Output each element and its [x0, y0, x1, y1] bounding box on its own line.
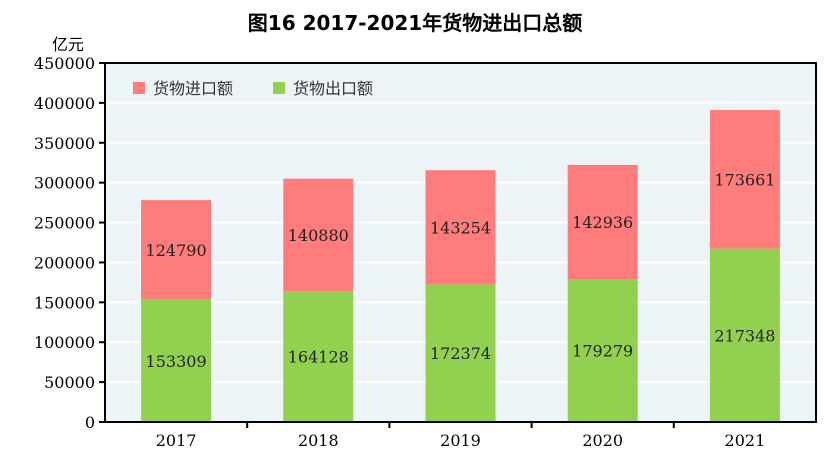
y-tick-label: 300000	[34, 174, 95, 193]
y-tick-label: 200000	[34, 253, 95, 272]
y-tick-label: 450000	[34, 54, 95, 73]
data-label: 164128	[288, 348, 349, 367]
y-tick-label: 100000	[34, 333, 95, 352]
x-tick-label: 2019	[440, 431, 481, 450]
legend-swatch	[133, 82, 145, 94]
bar-import	[709, 110, 780, 249]
bar-import	[283, 178, 354, 292]
y-tick-label: 350000	[34, 134, 95, 153]
data-label: 179279	[572, 341, 633, 360]
data-label: 142936	[572, 213, 633, 232]
plot-border	[104, 62, 817, 423]
bar-import	[141, 200, 212, 300]
y-tick-label: 150000	[34, 293, 95, 312]
x-tick-label: 2018	[298, 431, 339, 450]
data-label: 143254	[430, 218, 491, 237]
bar-import	[567, 164, 638, 279]
bar-import	[425, 170, 496, 285]
y-tick-label: 50000	[44, 373, 95, 392]
bar-export	[567, 278, 638, 422]
y-tick-label: 250000	[34, 214, 95, 233]
bar-export	[141, 299, 212, 422]
bar-export	[425, 284, 496, 422]
legend-label: 货物出口额	[293, 79, 373, 98]
legend-swatch	[273, 82, 285, 94]
data-label: 140880	[288, 226, 349, 245]
data-label: 172374	[430, 344, 491, 363]
y-axis-label: 亿元	[52, 35, 84, 54]
bar-export	[283, 291, 354, 422]
data-label: 217348	[714, 326, 775, 345]
bar-export	[709, 248, 780, 422]
x-tick-label: 2020	[582, 431, 623, 450]
x-tick-label: 2021	[725, 431, 766, 450]
data-label: 124790	[146, 241, 207, 260]
x-tick-label: 2017	[156, 431, 197, 450]
data-label: 153309	[146, 352, 207, 371]
y-tick-label: 0	[85, 413, 95, 432]
data-label: 173661	[714, 170, 775, 189]
y-tick-label: 400000	[34, 94, 95, 113]
legend-label: 货物进口额	[153, 79, 233, 98]
chart-title: 图16 2017-2021年货物进出口总额	[248, 11, 582, 35]
